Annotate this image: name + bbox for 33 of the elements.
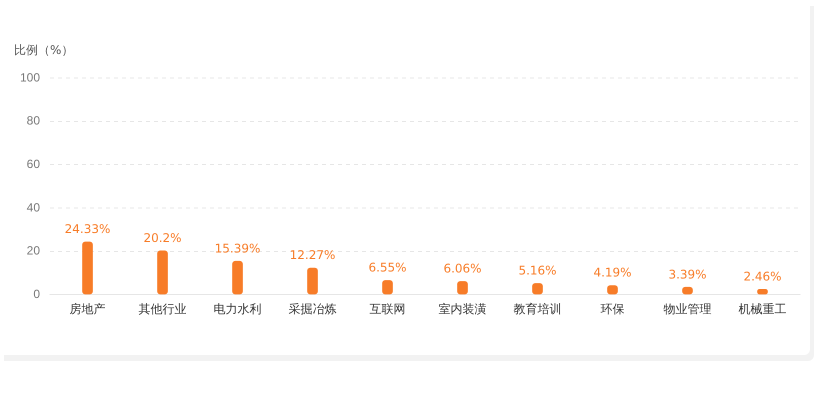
- x-tick-label: 室内装潢: [438, 302, 487, 316]
- x-tick-label: 房地产: [70, 302, 106, 316]
- data-label: 5.16%: [518, 264, 557, 278]
- y-tick-label: 100: [20, 70, 40, 84]
- x-tick-label: 机械重工: [738, 302, 786, 316]
- bar: [82, 242, 93, 294]
- bar: [382, 280, 393, 294]
- data-label: 24.33%: [64, 222, 110, 236]
- bar: [307, 268, 318, 294]
- data-label: 6.06%: [443, 262, 482, 276]
- data-label: 12.27%: [290, 248, 336, 262]
- x-tick-label: 环保: [600, 302, 625, 316]
- data-label: 15.39%: [214, 241, 260, 256]
- bar: [232, 260, 243, 294]
- y-axis-title: 比例（%）: [14, 42, 74, 59]
- x-tick-label: 互联网: [370, 302, 406, 316]
- y-tick-label: 20: [26, 244, 40, 258]
- data-label: 6.55%: [368, 260, 407, 275]
- x-tick-label: 教育培训: [514, 302, 562, 316]
- bar: [157, 250, 168, 294]
- y-tick-label: 60: [26, 156, 40, 171]
- data-label: 20.2%: [143, 230, 182, 245]
- data-label: 4.19%: [593, 266, 632, 280]
- x-tick-label: 物业管理: [664, 302, 712, 316]
- x-tick-label: 电力水利: [214, 302, 262, 316]
- y-tick-label: 0: [33, 286, 40, 301]
- x-tick-label: 采掘冶炼: [288, 302, 337, 316]
- y-tick-label: 40: [26, 200, 40, 214]
- data-label: 3.39%: [668, 267, 707, 282]
- bar: [457, 281, 468, 294]
- x-tick-label: 其他行业: [138, 302, 187, 316]
- y-tick-label: 80: [26, 114, 40, 128]
- data-label: 2.46%: [743, 269, 782, 284]
